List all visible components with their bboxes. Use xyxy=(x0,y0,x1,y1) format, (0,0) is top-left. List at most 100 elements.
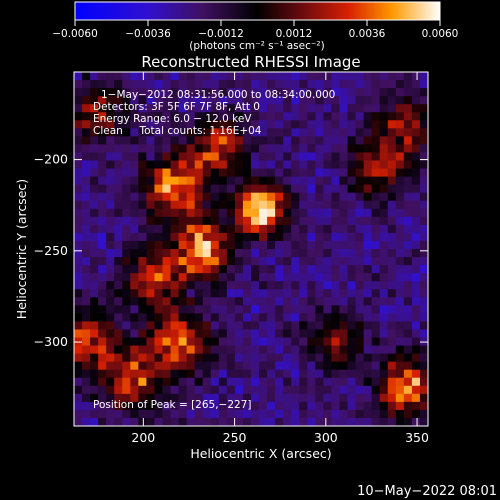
x-axis-ticks: 200 250 300 350 xyxy=(131,72,429,445)
colorbar-tick-label: 0.0060 xyxy=(422,28,459,40)
colorbar: −0.0060 −0.0036 −0.0012 0.0012 0.0036 0.0060 … xyxy=(52,1,459,52)
colorbar-tick-label: −0.0060 xyxy=(52,28,98,40)
heatmap-cell xyxy=(130,409,139,419)
heatmap-cell xyxy=(186,273,196,282)
heatmap-cell xyxy=(178,224,188,234)
heatmap-cell xyxy=(82,216,91,226)
heatmap-cell xyxy=(363,192,373,202)
heatmap-cell xyxy=(186,152,196,162)
heatmap-cell xyxy=(74,96,83,105)
heatmap-cell xyxy=(291,136,300,146)
heatmap-cell xyxy=(82,337,91,347)
heatmap-cell xyxy=(106,120,115,129)
heatmap-cell xyxy=(178,385,188,395)
heatmap-cell xyxy=(74,224,83,234)
heatmap-cell xyxy=(339,385,349,395)
heatmap-cell xyxy=(218,257,228,266)
heatmap-cell xyxy=(146,353,156,363)
heatmap-cell xyxy=(178,329,188,339)
heatmap-cell xyxy=(411,152,421,162)
heatmap-cell xyxy=(242,265,252,274)
heatmap-cell xyxy=(82,200,91,210)
heatmap-cell xyxy=(355,96,365,105)
heatmap-cell xyxy=(379,369,389,379)
heatmap-cell xyxy=(323,128,333,137)
heatmap-cell xyxy=(267,152,276,162)
heatmap-cell xyxy=(339,216,349,226)
heatmap-cell xyxy=(122,120,131,129)
heatmap-cell xyxy=(122,321,131,331)
heatmap-cell xyxy=(355,240,365,250)
heatmap-cell xyxy=(347,176,357,186)
heatmap-cell xyxy=(323,273,333,282)
heatmap-cell xyxy=(315,281,325,290)
heatmap-cell xyxy=(178,136,188,146)
heatmap-cell xyxy=(154,361,164,371)
heatmap-cell xyxy=(251,401,260,411)
heatmap-cell xyxy=(299,249,308,258)
heatmap-cell xyxy=(98,176,107,186)
heatmap-cell xyxy=(395,208,405,218)
heatmap-cell xyxy=(162,329,172,339)
heatmap-cell xyxy=(130,72,139,81)
heatmap-cell xyxy=(339,353,349,363)
heatmap-cell xyxy=(154,249,164,258)
heatmap-cell xyxy=(146,257,156,266)
heatmap-cell xyxy=(371,393,381,403)
heatmap-cell xyxy=(307,160,316,170)
heatmap-cell xyxy=(355,313,365,323)
heatmap-cell xyxy=(122,72,131,81)
heatmap-cell xyxy=(130,200,139,210)
heatmap-cell xyxy=(291,345,300,355)
heatmap-cell xyxy=(251,152,260,162)
heatmap-cell xyxy=(379,224,389,234)
heatmap-cell xyxy=(106,305,115,314)
heatmap-cell xyxy=(275,192,284,202)
heatmap-cell xyxy=(419,208,428,218)
heatmap-cell xyxy=(170,345,180,355)
heatmap-cell xyxy=(315,168,325,178)
heatmap-cell xyxy=(355,80,365,89)
heatmap-cell xyxy=(226,297,236,306)
heatmap-cell xyxy=(90,152,99,162)
heatmap-cell xyxy=(411,88,421,97)
heatmap-cell xyxy=(122,184,131,194)
heatmap-cell xyxy=(170,337,180,347)
heatmap-cell xyxy=(178,257,188,266)
heatmap-cell xyxy=(210,128,220,137)
heatmap-cell xyxy=(210,369,220,379)
heatmap-cell xyxy=(323,385,333,395)
heatmap-cell xyxy=(202,232,212,242)
heatmap-cell xyxy=(194,265,204,274)
heatmap-cell xyxy=(122,88,131,97)
heatmap-cell xyxy=(419,257,428,266)
heatmap-cell xyxy=(202,200,212,210)
heatmap-cell xyxy=(218,88,228,97)
heatmap-cell xyxy=(403,232,413,242)
heatmap-cell xyxy=(194,273,204,282)
heatmap-cell xyxy=(275,273,284,282)
heatmap-cell xyxy=(307,184,316,194)
heatmap-cell xyxy=(202,353,212,363)
heatmap-cell xyxy=(283,232,292,242)
heatmap-cell xyxy=(82,377,91,387)
heatmap-cell xyxy=(363,345,373,355)
heatmap-cell xyxy=(90,417,99,426)
heatmap-cell xyxy=(347,321,357,331)
heatmap-cell xyxy=(242,168,252,178)
heatmap-cell xyxy=(74,72,83,81)
heatmap-cell xyxy=(98,104,107,113)
heatmap-cell xyxy=(122,265,131,274)
heatmap-cell xyxy=(242,192,252,202)
heatmap-cell xyxy=(411,249,421,258)
heatmap-cell xyxy=(186,385,196,395)
heatmap-cell xyxy=(98,240,107,250)
heatmap-cell xyxy=(98,313,107,323)
heatmap-cell xyxy=(138,385,148,395)
heatmap-cell xyxy=(403,393,413,403)
heatmap-cell xyxy=(419,168,428,178)
heatmap-cell xyxy=(275,72,284,81)
heatmap-cell xyxy=(106,417,115,426)
heatmap-cell xyxy=(82,112,91,121)
heatmap-cell xyxy=(411,184,421,194)
